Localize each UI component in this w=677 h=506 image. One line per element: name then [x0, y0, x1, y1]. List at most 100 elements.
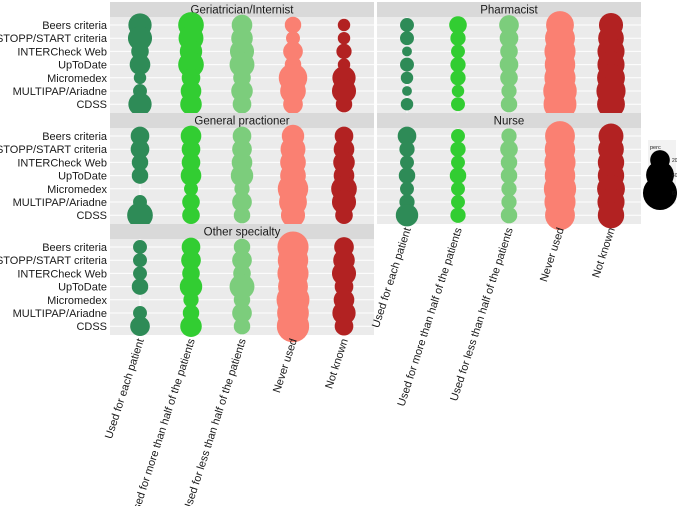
- bubble: [499, 15, 519, 35]
- facet-title: Other specialty: [204, 227, 281, 239]
- bubble: [232, 303, 252, 323]
- bubble: [232, 192, 252, 212]
- bubble: [280, 203, 306, 228]
- bubble: [229, 274, 255, 300]
- legend-label: 20: [672, 158, 677, 164]
- bubble: [399, 141, 415, 157]
- bubble: [451, 129, 465, 143]
- y-tick-label: MULTIPAP/Ariadne: [13, 308, 107, 320]
- facet-panel: Other specialty Beers criteriaSTOPP/START…: [0, 224, 374, 343]
- bubble: [597, 90, 625, 119]
- bubble: [233, 206, 251, 224]
- bubble: [400, 31, 414, 46]
- bubble: [451, 44, 465, 59]
- x-tick-label: Used for each patient: [103, 337, 147, 440]
- bubble: [181, 139, 201, 159]
- bubble: [501, 194, 517, 210]
- bubble: [133, 71, 147, 85]
- bubble: [500, 154, 518, 171]
- bubble: [179, 275, 203, 298]
- bubble: [331, 189, 357, 215]
- bubble: [133, 306, 147, 320]
- bubble: [500, 167, 518, 184]
- bubble: [499, 55, 519, 74]
- bubble: [180, 93, 202, 115]
- facet-panel: Geriatrician/Internist Beers criteriaSTOP…: [0, 2, 374, 116]
- y-tick-label: STOPP/START criteria: [0, 255, 108, 267]
- bubble: [543, 87, 577, 121]
- bubble: [127, 202, 153, 229]
- bubble: [449, 167, 467, 184]
- bubble: [180, 315, 202, 337]
- bubble: [450, 56, 466, 73]
- y-tick-label: Beers criteria: [42, 20, 108, 32]
- bubble: [450, 141, 466, 157]
- bubble: [335, 206, 353, 224]
- bubble: [331, 78, 357, 104]
- facet-strip: [110, 2, 374, 17]
- bubble: [395, 203, 419, 227]
- y-tick-label: MULTIPAP/Ariadne: [13, 197, 107, 209]
- y-tick-label: UpToDate: [58, 60, 107, 72]
- facet-panel: General practioner Beers criteriaSTOPP/ST…: [0, 113, 374, 229]
- y-tick-label: CDSS: [76, 321, 107, 333]
- bubble: [230, 164, 254, 187]
- bubble: [233, 317, 251, 335]
- bubble: [398, 167, 416, 184]
- bubble: [337, 18, 351, 32]
- facet-strip: [377, 113, 641, 128]
- bubble: [130, 139, 150, 159]
- bubble: [500, 140, 518, 158]
- bubble: [181, 250, 201, 271]
- x-tick-label: Never used: [271, 337, 300, 394]
- bubble: [450, 207, 466, 223]
- bubble: [284, 16, 302, 34]
- bubble: [451, 155, 465, 170]
- legend-title: perc: [650, 145, 661, 151]
- x-tick-label: Not known: [590, 226, 617, 279]
- bubble: [133, 266, 147, 281]
- bubble: [234, 181, 250, 197]
- bubble: [130, 316, 150, 337]
- facet-strip: [377, 2, 641, 17]
- bubble: [400, 155, 414, 170]
- bubble: [232, 250, 252, 271]
- facet-title: Geriatrician/Internist: [191, 5, 295, 17]
- bubble: [332, 301, 356, 325]
- bubble: [331, 261, 357, 286]
- legend-label: 60: [672, 191, 677, 197]
- bubble: [400, 57, 414, 72]
- bubble: [402, 46, 412, 57]
- bubble: [131, 278, 149, 295]
- bubble: [286, 31, 300, 46]
- facet-panel: Pharmacist: [377, 2, 641, 121]
- y-tick-label: INTERCheck Web: [17, 46, 107, 58]
- bubble: [500, 206, 518, 224]
- x-tick-label: Used for less than half of the patients: [448, 226, 516, 403]
- bubble: [450, 30, 466, 46]
- y-tick-label: Beers criteria: [42, 131, 108, 143]
- x-tick-label: Not known: [323, 337, 350, 390]
- bubble: [131, 154, 149, 171]
- bubble: [400, 97, 414, 111]
- bubble: [545, 200, 575, 231]
- bubble: [334, 316, 354, 336]
- bubble: [451, 84, 465, 98]
- y-tick-label: MULTIPAP/Ariadne: [13, 86, 107, 98]
- bubble: [130, 126, 150, 146]
- bubble: [400, 181, 414, 196]
- bubble: [402, 86, 412, 96]
- bubble: [178, 51, 204, 78]
- bubble: [180, 165, 202, 186]
- bubble: [397, 126, 417, 146]
- x-tick-label: Used for each patient: [370, 226, 414, 329]
- bubble: [499, 28, 519, 48]
- y-tick-label: CDSS: [76, 210, 107, 222]
- bubble: [133, 253, 147, 268]
- bubble: [184, 181, 198, 196]
- facet-title: Nurse: [494, 116, 525, 128]
- bubble: [501, 128, 517, 144]
- facet-strip: [110, 113, 374, 128]
- y-tick-label: UpToDate: [58, 171, 107, 183]
